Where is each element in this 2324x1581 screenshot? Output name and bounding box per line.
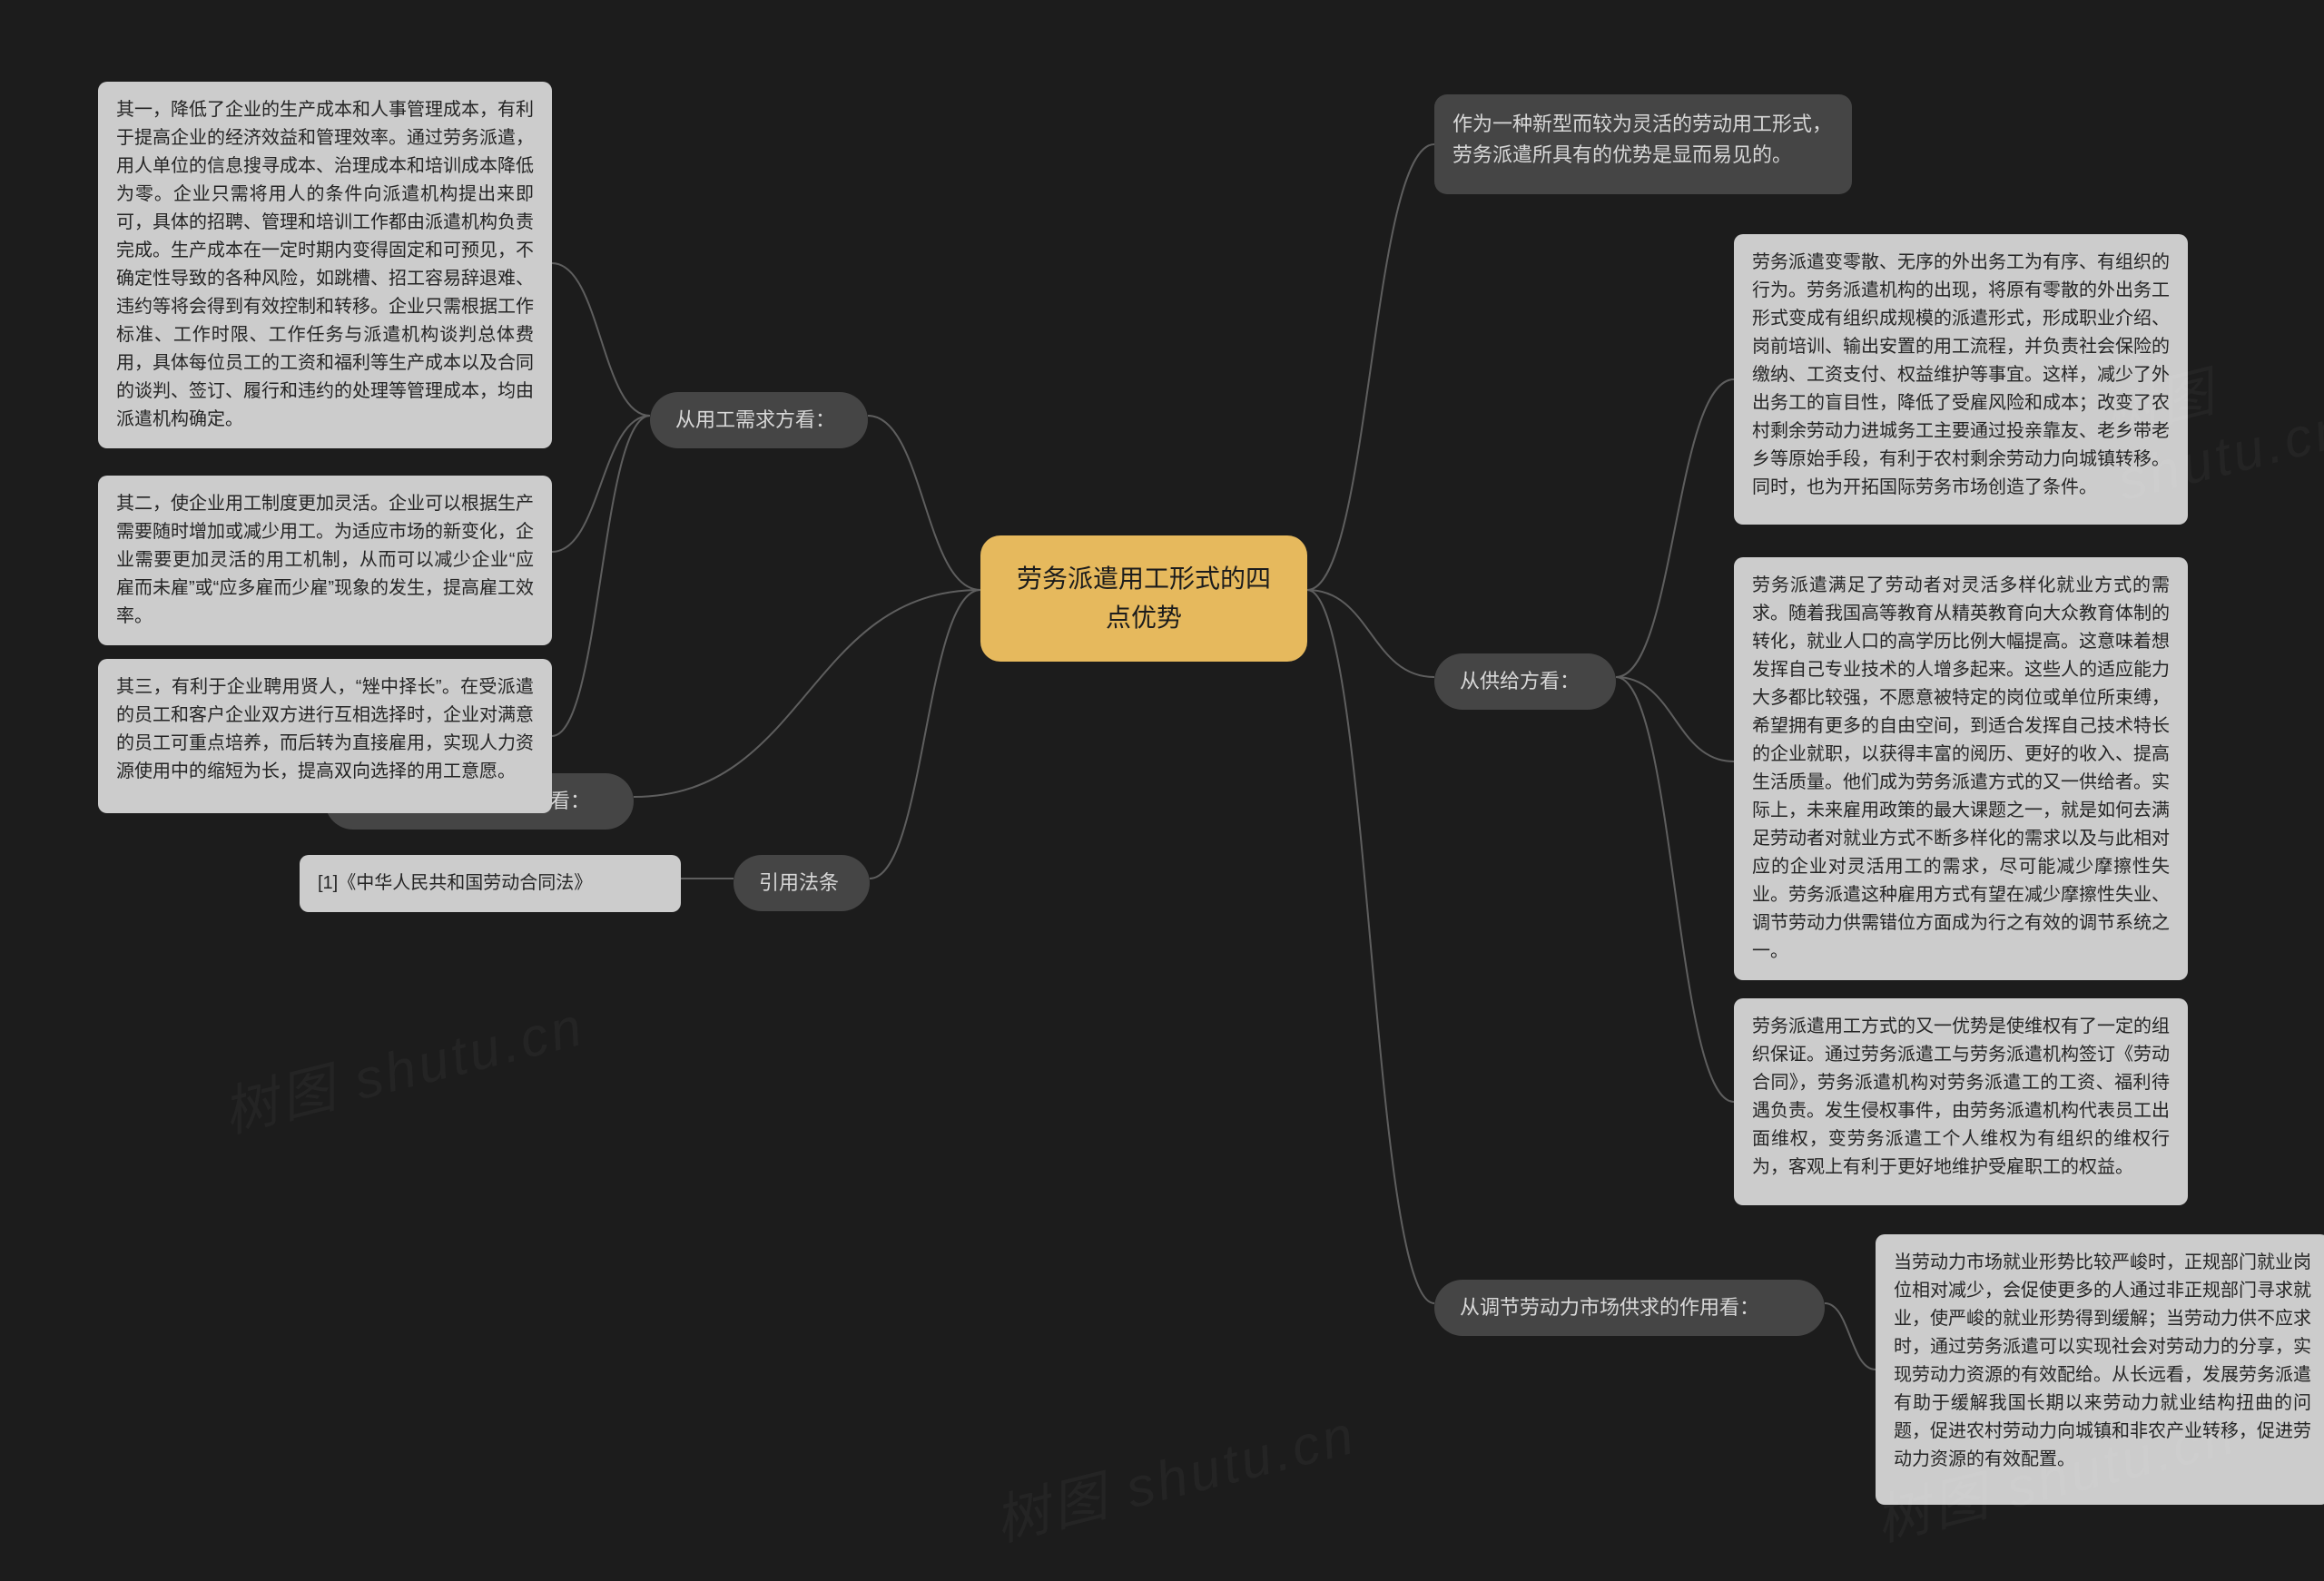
leaf-l_supply3[interactable]: 劳务派遣用工方式的又一优势是使维权有了一定的组织保证。通过劳务派遣工与劳务派遣机… <box>1734 998 2188 1205</box>
branch-b_supply[interactable]: 从供给方看： <box>1434 653 1616 710</box>
connector <box>1307 590 1434 1303</box>
mindmap-canvas: 劳务派遣用工形式的四点优势 作为一种新型而较为灵活的劳动用工形式，劳务派遣所具有的… <box>0 0 2324 1581</box>
center-node[interactable]: 劳务派遣用工形式的四点优势 <box>980 535 1307 662</box>
leaf-l_adjust1[interactable]: 当劳动力市场就业形势比较严峻时，正规部门就业岗位相对减少，会促使更多的人通过非正… <box>1876 1234 2324 1505</box>
connector <box>552 263 650 416</box>
leaf-l_demand3[interactable]: 其三，有利于企业聘用贤人，“矬中择长”。在受派遣的员工和客户企业双方进行互相选择… <box>98 659 552 813</box>
connector <box>634 590 980 797</box>
connector <box>552 416 650 736</box>
connector <box>1616 677 1734 1102</box>
watermark: 树图 shutu.cn <box>214 982 592 1148</box>
connector <box>1825 1303 1876 1370</box>
leaf-l_supply1[interactable]: 劳务派遣变零散、无序的外出务工为有序、有组织的行为。劳务派遣机构的出现，将原有零… <box>1734 234 2188 525</box>
connector <box>1307 590 1434 677</box>
branch-b_adjust[interactable]: 从调节劳动力市场供求的作用看： <box>1434 1280 1825 1336</box>
connector <box>552 416 650 552</box>
connector <box>1616 379 1734 677</box>
connector <box>868 416 980 590</box>
branch-b_demand[interactable]: 从用工需求方看： <box>650 392 868 448</box>
branch-b_law[interactable]: 引用法条 <box>734 855 870 911</box>
leaf-l_supply2[interactable]: 劳务派遣满足了劳动者对灵活多样化就业方式的需求。随着我国高等教育从精英教育向大众… <box>1734 557 2188 980</box>
connector <box>1307 144 1434 590</box>
connector <box>870 590 980 879</box>
watermark: 树图 shutu.cn <box>986 1390 1364 1556</box>
leaf-l_demand2[interactable]: 其二，使企业用工制度更加灵活。企业可以根据生产需要随时增加或减少用工。为适应市场… <box>98 476 552 645</box>
leaf-l_law1[interactable]: [1]《中华人民共和国劳动合同法》 <box>300 855 681 912</box>
connector <box>1616 677 1734 761</box>
leaf-l_demand1[interactable]: 其一，降低了企业的生产成本和人事管理成本，有利于提高企业的经济效益和管理效率。通… <box>98 82 552 448</box>
branch-b_intro[interactable]: 作为一种新型而较为灵活的劳动用工形式，劳务派遣所具有的优势是显而易见的。 <box>1434 94 1852 194</box>
